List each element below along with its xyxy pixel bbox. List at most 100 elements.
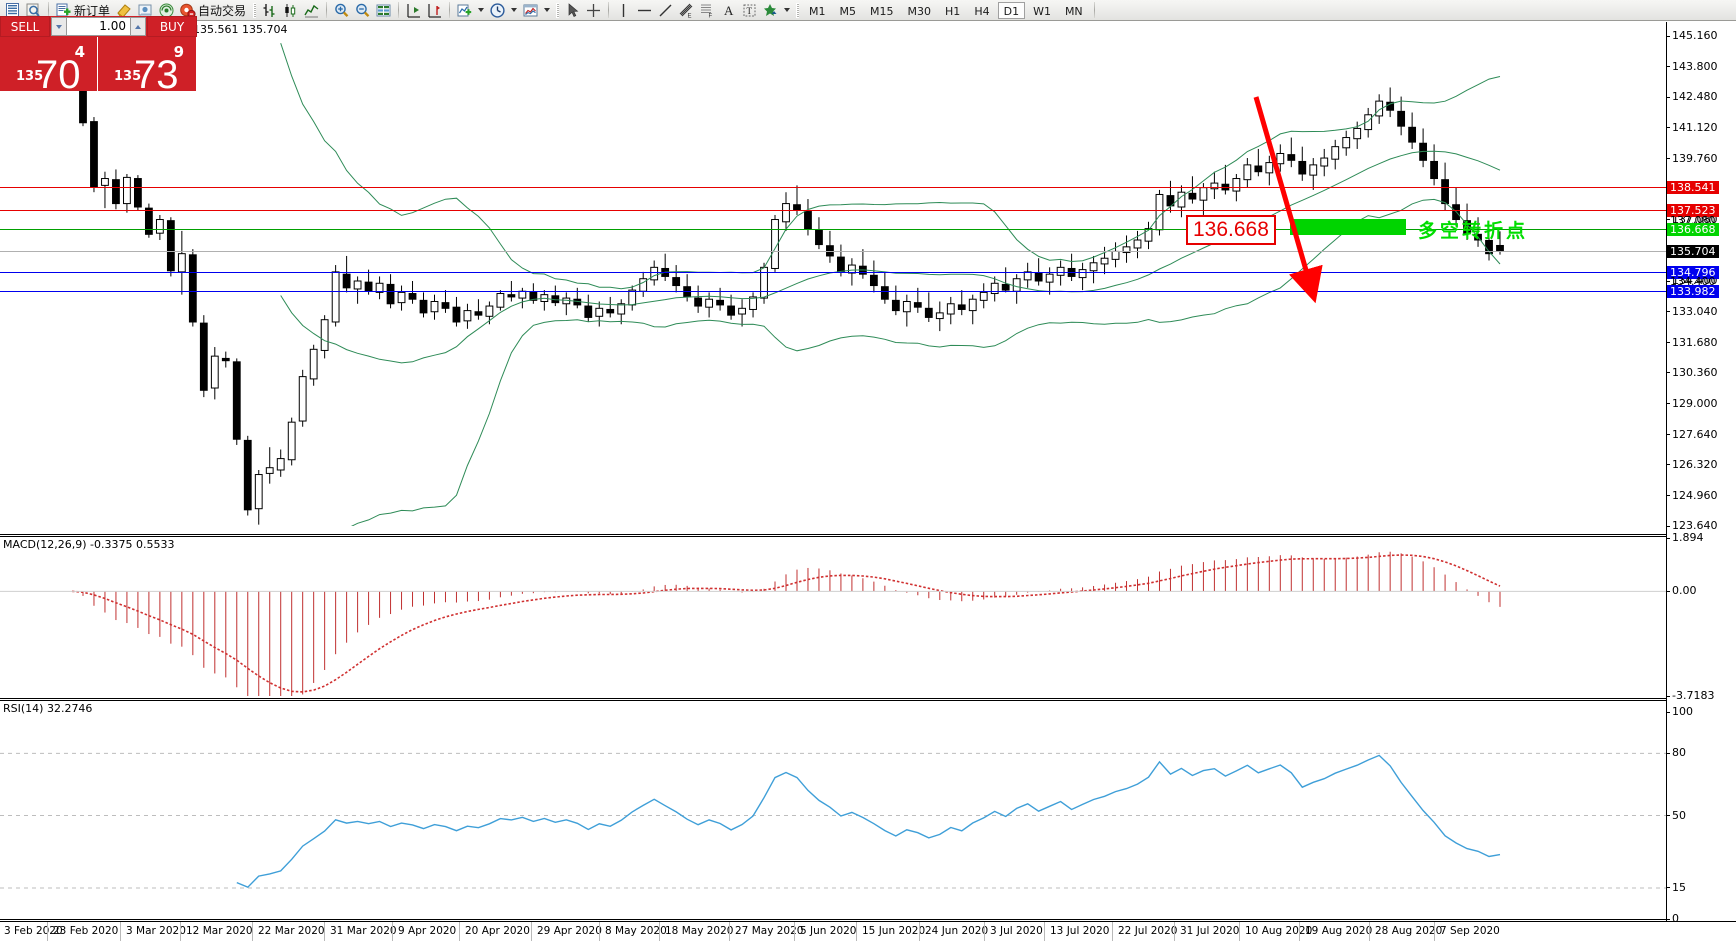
equidistant-channel-icon[interactable]: E <box>677 1 696 20</box>
period-dropdown-arrow[interactable] <box>511 8 518 12</box>
sell-button[interactable]: SELL <box>0 16 50 37</box>
price-level-label[interactable]: 138.541 <box>1667 180 1719 194</box>
autotrading-button[interactable]: 自动交易 <box>178 1 249 20</box>
timeframe-m15[interactable]: M15 <box>870 4 894 18</box>
fibonacci-icon[interactable]: F <box>698 1 717 20</box>
sell-price-fraction: 4 <box>74 43 85 61</box>
date-tick-label: 29 Apr 2020 <box>537 925 602 937</box>
terminal-window-icon[interactable] <box>3 1 22 20</box>
text-icon[interactable]: A <box>719 1 738 20</box>
toolbar-separator-6 <box>1093 2 1095 18</box>
date-scale[interactable]: 3 Feb 2020 23 Feb 2020 3 Mar 2020 12 Mar 20… <box>0 921 1736 941</box>
shapes-dropdown-arrow[interactable] <box>784 8 791 12</box>
timeframe-m5[interactable]: M5 <box>839 4 857 18</box>
indicators-dropdown-arrow[interactable] <box>478 8 485 12</box>
symbol-search-icon[interactable] <box>24 1 43 20</box>
toolbar-grip-2[interactable] <box>556 2 560 18</box>
line-chart-icon[interactable] <box>302 1 321 20</box>
timeframe-m30[interactable]: M30 <box>907 4 932 18</box>
date-separator <box>729 922 730 941</box>
buy-price-display[interactable]: 135 73 9 <box>98 37 196 95</box>
templates-dropdown-arrow[interactable] <box>544 8 551 12</box>
chart-shift-icon[interactable] <box>404 1 423 20</box>
buy-price-prefix: 135 <box>114 69 142 84</box>
vertical-line-icon[interactable] <box>614 1 633 20</box>
price-level-label[interactable]: 133.982 <box>1667 284 1719 298</box>
crosshair-icon[interactable] <box>584 1 603 20</box>
timeframe-mn[interactable]: MN <box>1064 4 1083 18</box>
text-label-icon[interactable]: T <box>740 1 759 20</box>
zoom-out-icon[interactable] <box>353 1 372 20</box>
macd-tick: 1.894 <box>1666 531 1704 544</box>
timeframe-w1[interactable]: W1 <box>1033 4 1051 18</box>
date-tick-label: 5 Jun 2020 <box>800 925 857 937</box>
rsi-chart-canvas[interactable] <box>0 712 1666 938</box>
date-tick-label: 3 Feb 2020 <box>4 925 63 937</box>
toolbar-separator-2 <box>326 2 328 18</box>
date-tick-label: 7 Sep 2020 <box>1440 925 1500 937</box>
chart-area[interactable]: GBPJPY-,Daily 135.956 136.578 135.561 13… <box>0 21 1736 941</box>
expert-advisors-icon[interactable] <box>136 1 155 20</box>
rsi-label: RSI(14) 32.2746 <box>3 702 93 715</box>
macd-label: MACD(12,26,9) -0.3375 0.5533 <box>3 538 175 551</box>
price-tick: 123.640 <box>1666 519 1718 532</box>
buy-button[interactable]: BUY <box>147 16 197 37</box>
level-line[interactable] <box>0 251 1666 253</box>
price-level-label[interactable]: 135.704 <box>1667 245 1719 259</box>
timeframe-d1[interactable]: D1 <box>997 1 1026 19</box>
auto-scroll-icon[interactable] <box>425 1 444 20</box>
volume-decrement-button[interactable] <box>51 17 67 36</box>
new-order-button[interactable]: 新订单 <box>54 1 113 20</box>
date-tick-label: 19 Aug 2020 <box>1305 925 1373 937</box>
date-tick-label: 31 Jul 2020 <box>1180 925 1240 937</box>
date-tick-label: 18 May 2020 <box>665 925 734 937</box>
price-level-label[interactable]: 137.523 <box>1667 203 1719 217</box>
oct-price-row: 135 70 4 135 73 9 <box>0 37 198 95</box>
date-tick-label: 15 Jun 2020 <box>862 925 926 937</box>
date-separator <box>459 922 460 941</box>
timeframe-h1[interactable]: H1 <box>945 4 961 18</box>
rsi-tick: 80 <box>1666 746 1686 759</box>
price-tick: 126.320 <box>1666 458 1718 471</box>
date-tick-label: 22 Mar 2020 <box>258 925 325 937</box>
date-tick-label: 8 May 2020 <box>605 925 667 937</box>
volume-increment-button[interactable] <box>130 17 146 36</box>
date-tick-label: 24 Jun 2020 <box>925 925 989 937</box>
cursor-icon[interactable] <box>563 1 582 20</box>
price-level-label[interactable]: 134.796 <box>1667 265 1719 279</box>
price-tick: 130.360 <box>1666 366 1718 379</box>
trendline-icon[interactable] <box>656 1 675 20</box>
toolbar-grip-3[interactable] <box>796 2 800 18</box>
price-level-label[interactable]: 136.668 <box>1667 223 1719 237</box>
toolbar-separator <box>48 2 49 18</box>
price-tick: 133.040 <box>1666 305 1718 318</box>
period-icon[interactable] <box>488 1 507 20</box>
macd-chart-canvas[interactable] <box>0 538 1666 696</box>
volume-control[interactable]: 1.00 <box>50 16 147 37</box>
data-window-icon[interactable] <box>374 1 393 20</box>
templates-icon[interactable] <box>521 1 540 20</box>
timeframe-m1[interactable]: M1 <box>809 4 826 18</box>
timeframe-h4[interactable]: H4 <box>974 4 990 18</box>
price-chart-canvas[interactable] <box>0 36 1666 526</box>
level-line[interactable] <box>0 229 1666 231</box>
toolbar-grip[interactable] <box>253 2 257 18</box>
one-click-trading-panel[interactable]: SELL 1.00 BUY 135 70 4 135 73 9 <box>0 16 198 95</box>
bar-chart-icon[interactable] <box>260 1 279 20</box>
zoom-in-icon[interactable] <box>332 1 351 20</box>
rsi-tick: 0 <box>1666 912 1679 925</box>
level-line[interactable] <box>0 271 1666 273</box>
date-tick-label: 27 May 2020 <box>735 925 804 937</box>
sell-price-display[interactable]: 135 70 4 <box>0 37 98 95</box>
level-line[interactable] <box>0 186 1666 188</box>
indicators-icon[interactable] <box>455 1 474 20</box>
price-tick: 124.960 <box>1666 489 1718 502</box>
volume-input[interactable]: 1.00 <box>67 17 130 36</box>
svg-text:A: A <box>724 3 734 18</box>
candlestick-chart-icon[interactable] <box>281 1 300 20</box>
level-line[interactable] <box>0 209 1666 211</box>
shapes-icon[interactable] <box>761 1 780 20</box>
horizontal-line-icon[interactable] <box>635 1 654 20</box>
date-separator <box>659 922 660 941</box>
level-line[interactable] <box>0 290 1666 292</box>
